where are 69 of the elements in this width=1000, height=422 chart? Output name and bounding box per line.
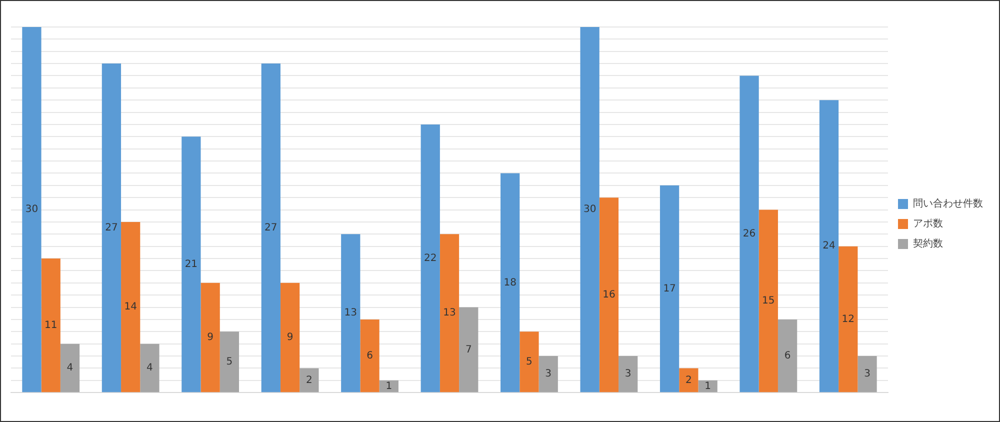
bar (121, 222, 140, 392)
data-label: 5 (526, 356, 532, 368)
data-label: 9 (286, 332, 294, 344)
bar (580, 27, 600, 392)
data-label: 1 (386, 380, 392, 392)
bar (182, 136, 201, 392)
bar (140, 344, 160, 392)
data-label: 17 (663, 283, 676, 294)
data-label: 4 (66, 362, 74, 374)
data-label: 27 (264, 222, 278, 234)
data-label: 1 (704, 380, 712, 392)
data-label: 3 (545, 368, 552, 380)
bar (819, 100, 839, 392)
legend-label: 契約数 (913, 238, 943, 250)
bar (538, 356, 558, 392)
bar (440, 234, 460, 392)
bar (341, 234, 360, 392)
data-label: 6 (784, 350, 791, 362)
data-label: 13 (344, 308, 358, 319)
data-label: 16 (602, 289, 616, 300)
data-label: 6 (366, 350, 373, 362)
data-label: 22 (424, 252, 437, 264)
data-label: 4 (146, 362, 153, 374)
data-label: 14 (124, 302, 137, 313)
bar (200, 282, 220, 392)
data-label: 24 (822, 240, 836, 252)
bar (41, 258, 60, 392)
bar (838, 246, 858, 392)
bar (599, 198, 619, 392)
bar (858, 356, 877, 392)
bar (420, 124, 440, 392)
legend-label: 問い合わせ件数 (913, 198, 983, 210)
bar (758, 210, 778, 392)
bar (679, 368, 698, 392)
data-label: 11 (44, 320, 58, 331)
bar (660, 185, 680, 392)
data-label: 5 (226, 356, 233, 368)
bar (500, 173, 520, 392)
data-label: 26 (742, 228, 756, 240)
data-label: 15 (762, 296, 775, 307)
data-label: 30 (25, 204, 38, 216)
bar (280, 282, 300, 392)
data-label: 2 (685, 374, 692, 386)
bar (360, 319, 380, 392)
data-label: 3 (624, 368, 632, 380)
bar (618, 356, 638, 392)
bar (261, 64, 280, 392)
data-label: 13 (443, 308, 456, 319)
bar (102, 64, 122, 392)
legend-label: アポ数 (913, 218, 943, 230)
bar (698, 380, 718, 392)
bar (459, 307, 478, 392)
bar (778, 319, 798, 392)
data-label: 12 (842, 314, 855, 325)
data-label: 3 (864, 368, 870, 380)
data-label: 30 (583, 204, 596, 216)
bar (300, 368, 319, 392)
data-label: 9 (207, 332, 214, 344)
data-label: 18 (504, 277, 516, 288)
data-label: 7 (465, 344, 472, 356)
bar (22, 27, 42, 392)
data-label: 2 (306, 374, 312, 386)
bar (220, 332, 240, 392)
data-label: 21 (184, 258, 198, 270)
data-label: 27 (105, 222, 118, 234)
bar (740, 76, 759, 392)
bar (520, 332, 539, 392)
bar (60, 344, 80, 392)
bar (379, 380, 398, 392)
